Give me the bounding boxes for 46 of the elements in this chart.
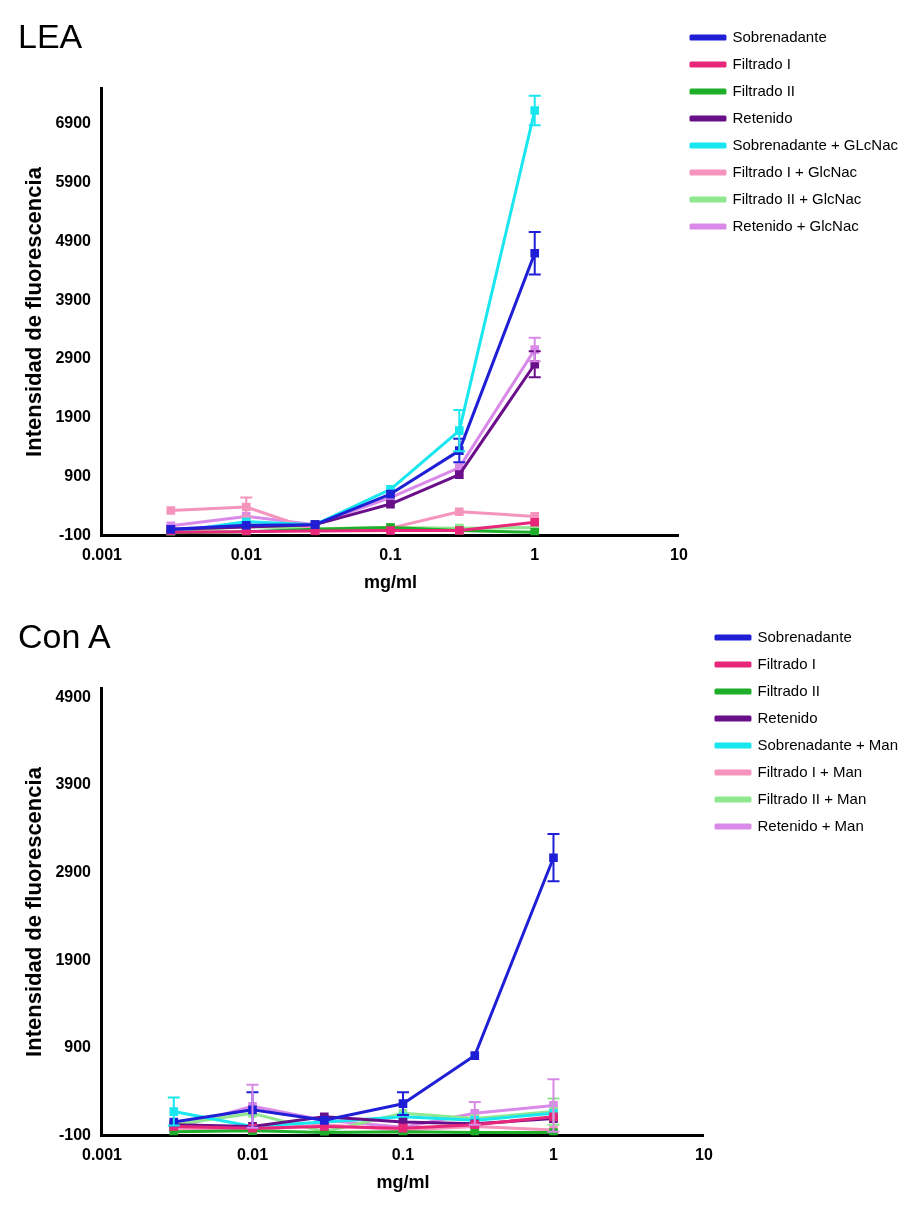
y-tick-label: 5900 xyxy=(55,173,92,191)
legend-label: Filtrado I xyxy=(757,654,816,672)
y-tick-label: 2900 xyxy=(55,863,92,881)
x-tick-label: 0.1 xyxy=(391,1146,415,1164)
y-tick-label: 1900 xyxy=(55,950,92,968)
y-tick-label: 3900 xyxy=(55,775,92,793)
legend-label: Sobrenadante xyxy=(757,627,852,645)
legend-label: Sobrenadante + GLcNac xyxy=(732,135,899,153)
x-axis-title: mg/ml xyxy=(376,1172,430,1193)
y-tick-label: 900 xyxy=(64,1038,92,1056)
x-tick-label: 0.01 xyxy=(230,546,262,564)
legend-label: Retenido + GlcNac xyxy=(732,216,860,234)
legend-label: Filtrado I xyxy=(732,54,791,72)
legend-label: Filtrado II + GlcNac xyxy=(732,189,862,207)
y-tick-label: 3900 xyxy=(55,290,92,308)
y-tick-label: 2900 xyxy=(55,349,92,367)
x-tick-label: 10 xyxy=(670,546,688,564)
y-tick-label: -100 xyxy=(58,525,92,543)
x-tick-label: 0.001 xyxy=(81,546,123,564)
y-tick-label: 1900 xyxy=(55,408,92,426)
x-tick-label: 0.001 xyxy=(81,1146,123,1164)
legend-label: Sobrenadante + Man xyxy=(757,735,899,753)
x-tick-label: 0.1 xyxy=(379,546,402,564)
x-tick-label: 0.01 xyxy=(236,1146,269,1164)
legend-label: Filtrado II xyxy=(732,81,795,99)
y-axis-title: Intensidad de fluorescencia xyxy=(21,166,47,457)
legend-label: Retenido xyxy=(732,108,793,126)
legend-label: Retenido xyxy=(757,708,818,726)
x-tick-label: 1 xyxy=(530,546,540,564)
y-tick-label: 4900 xyxy=(55,231,92,249)
y-tick-label: 900 xyxy=(64,466,92,484)
legend-label: Filtrado I + Man xyxy=(757,762,863,780)
legend-label: Filtrado II xyxy=(757,681,821,699)
x-axis-title: mg/ml xyxy=(363,572,417,593)
x-tick-label: 10 xyxy=(695,1146,713,1164)
y-tick-label: -100 xyxy=(58,1125,92,1143)
x-tick-label: 1 xyxy=(549,1146,559,1164)
legend-label: Filtrado I + GlcNac xyxy=(732,162,858,180)
y-axis-title: Intensidad de fluorescencia xyxy=(21,766,47,1057)
legend-label: Sobrenadante xyxy=(732,27,827,45)
chart-title: LEA xyxy=(18,16,83,55)
chart-title: Con A xyxy=(18,616,111,655)
legend-label: Retenido + Man xyxy=(757,816,864,834)
y-tick-label: 6900 xyxy=(55,114,92,132)
y-tick-label: 4900 xyxy=(55,687,92,705)
legend-label: Filtrado II + Man xyxy=(757,789,867,807)
